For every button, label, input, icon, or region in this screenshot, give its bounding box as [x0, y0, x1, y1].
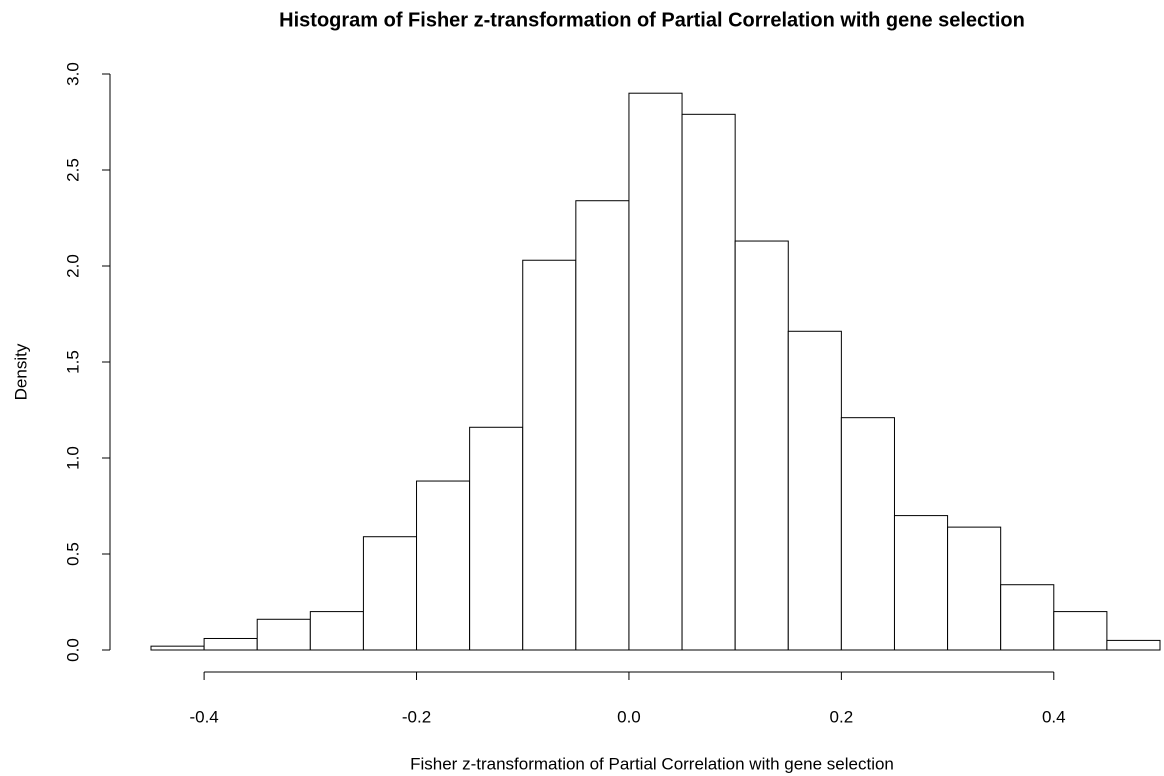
y-axis-title: Density — [11, 343, 30, 400]
bar — [362, 536, 418, 651]
bar — [309, 611, 364, 651]
x-tick-label: 0.4 — [1042, 707, 1066, 726]
y-tick-label: 0.0 — [63, 638, 82, 662]
y-tick-label: 3.0 — [63, 62, 82, 86]
bar — [150, 645, 205, 651]
bar — [628, 92, 683, 651]
bar — [947, 526, 1002, 651]
bar — [256, 618, 311, 651]
y-tick-label: 0.5 — [63, 542, 82, 566]
chart-title: Histogram of Fisher z-transformation of … — [279, 9, 1025, 31]
bar — [734, 240, 789, 651]
bar — [893, 515, 949, 651]
y-tick-label: 2.5 — [63, 158, 82, 182]
bar — [681, 113, 736, 651]
x-tick-label: 0.0 — [617, 707, 641, 726]
bar — [1000, 584, 1055, 651]
bar — [787, 330, 842, 651]
bar — [203, 637, 258, 651]
bar — [469, 426, 524, 651]
bar — [1053, 611, 1108, 651]
bar — [840, 417, 895, 651]
y-tick-label: 2.0 — [63, 254, 82, 278]
y-tick-label: 1.5 — [63, 350, 82, 374]
x-axis-title: Fisher z-transformation of Partial Corre… — [410, 754, 894, 773]
bar — [416, 480, 471, 651]
x-tick-label: 0.2 — [830, 707, 854, 726]
x-tick-label: -0.4 — [189, 707, 218, 726]
bar — [575, 200, 630, 651]
x-tick-label: -0.2 — [402, 707, 431, 726]
y-tick-label: 1.0 — [63, 446, 82, 470]
bar — [1106, 639, 1161, 651]
bar — [522, 259, 577, 651]
